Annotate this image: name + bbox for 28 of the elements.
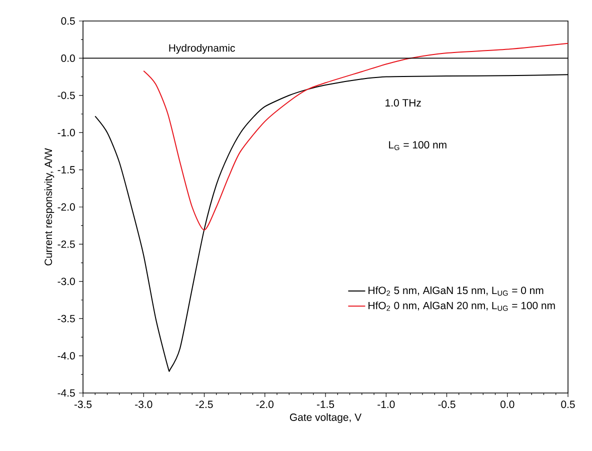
annotation: 1.0 THz: [386, 99, 421, 107]
x-tick-label: 0.0: [500, 400, 514, 408]
x-tick-label: 0.5: [561, 400, 575, 408]
x-axis-title: Gate voltage, V: [290, 413, 362, 424]
x-tick-label: -2.5: [196, 400, 213, 408]
y-tick-label: -4.0: [58, 352, 75, 360]
x-tick-label: -0.5: [438, 400, 456, 408]
y-tick-label: -4.5: [58, 389, 75, 397]
y-tick-label: -2.0: [58, 203, 75, 211]
y-tick-label: -1.0: [58, 128, 75, 136]
x-tick-label: -2.0: [256, 400, 274, 408]
line-series: [143, 42, 568, 231]
y-tick-label: -0.5: [58, 92, 75, 100]
y-tick-label: -3.0: [58, 278, 75, 286]
y-tick-label: -3.5: [58, 314, 75, 322]
y-tick-label: -2.5: [58, 240, 75, 248]
annotation: L$_{G}$ = 100 nm: [389, 141, 446, 150]
y-tick-label: -1.5: [58, 166, 75, 174]
y-tick-label: 0.5: [61, 17, 75, 25]
x-tick-label: -1.0: [378, 400, 395, 408]
legend-label: HfO$_{2}$ 0 nm, AlGaN 20 nm, L$_{UG}$ = 100 nm: [368, 302, 555, 311]
x-tick-label: -3.5: [74, 400, 92, 408]
annotation: Hydrodynamic: [169, 44, 235, 54]
y-axis-title: Current responsivity, A/W: [44, 148, 54, 266]
x-tick-label: -3.0: [135, 400, 152, 408]
y-tick-label: 0.0: [61, 54, 75, 62]
legend-label: HfO$_{2}$ 5 nm, AlGaN 15 nm, L$_{UG}$ = 0 nm: [368, 286, 544, 296]
x-tick-label: -1.5: [316, 400, 334, 408]
